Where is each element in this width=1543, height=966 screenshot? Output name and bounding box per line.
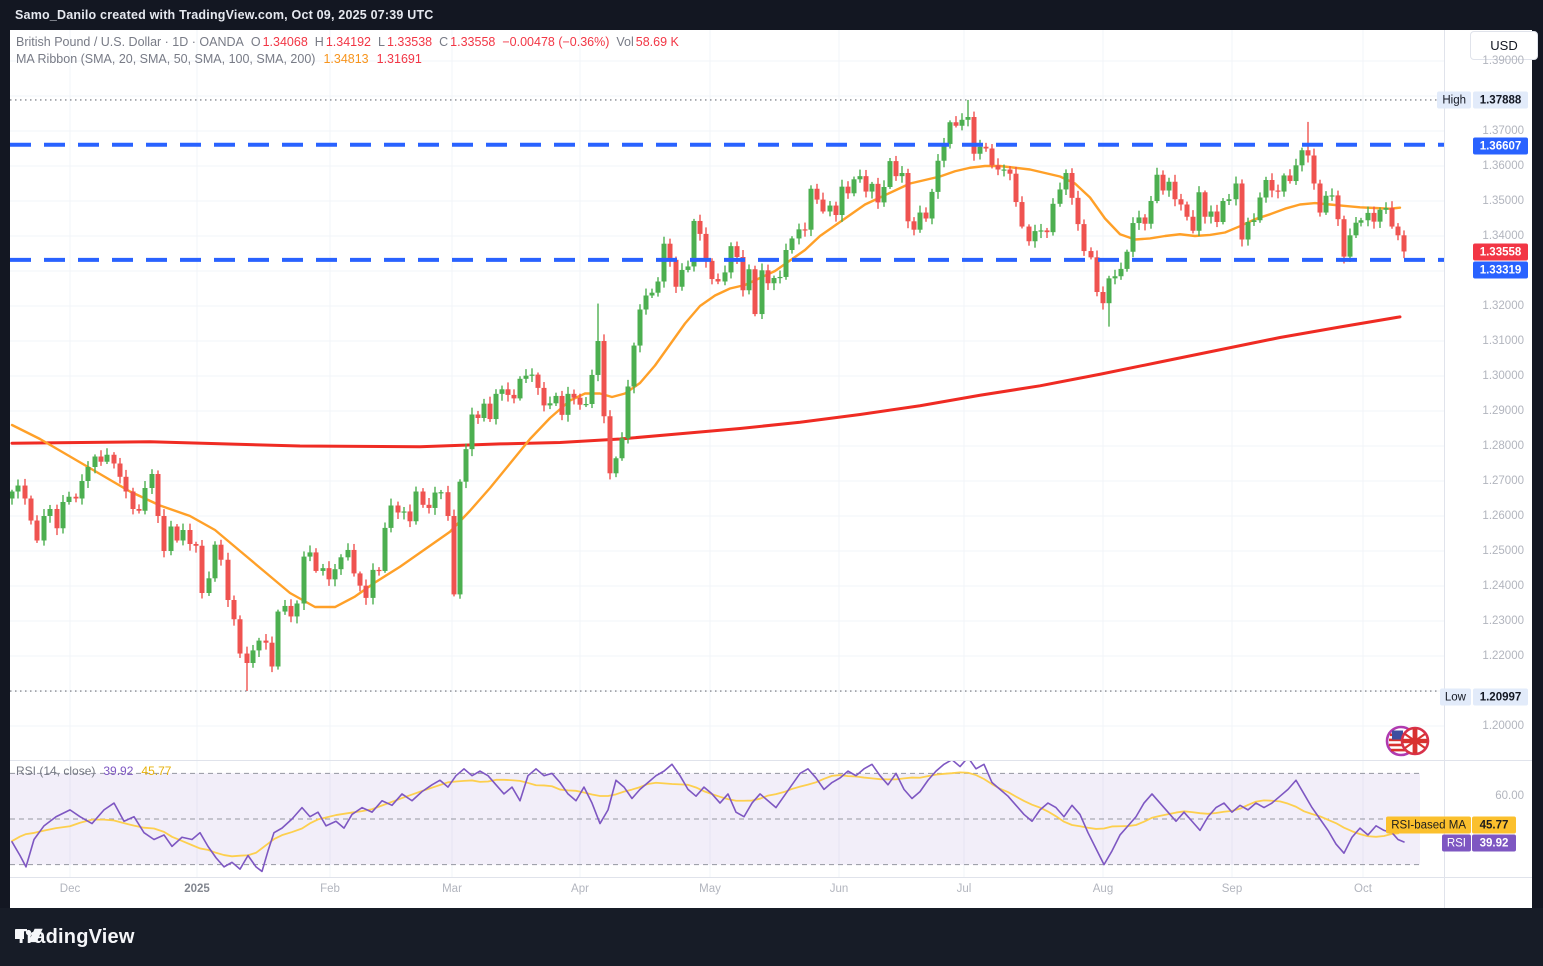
- time-axis-label-2025[interactable]: 2025: [184, 883, 210, 895]
- price-tick-label: 1.28000: [1482, 440, 1524, 452]
- attribution-bar: Samo_Danilo created with TradingView.com…: [0, 0, 1543, 30]
- price-tick-label: 1.35000: [1482, 195, 1524, 207]
- price-tick-label: 1.29000: [1482, 405, 1524, 417]
- chart-panel: [10, 30, 1532, 908]
- price-scale-border[interactable]: [1444, 30, 1445, 908]
- time-axis-label-apr[interactable]: Apr: [571, 883, 589, 895]
- rsi-tick-label: 60.00: [1495, 790, 1524, 802]
- volume: Vol 58.69 K: [616, 35, 679, 49]
- footer-bar: TradingView: [0, 908, 1543, 966]
- rsi-badge-value: 45.77: [1472, 816, 1516, 834]
- price-tick-label: 1.39000: [1482, 55, 1524, 67]
- price-tick-label: 1.32000: [1482, 300, 1524, 312]
- symbol-title[interactable]: British Pound / U.S. Dollar · 1D · OANDA: [16, 35, 244, 49]
- currency-toggle-button[interactable]: USD: [1470, 31, 1538, 60]
- rsi-title[interactable]: RSI (14, close): [16, 764, 96, 778]
- symbol-legend[interactable]: British Pound / U.S. Dollar · 1D · OANDA…: [16, 33, 679, 51]
- price-tick-label: 1.37000: [1482, 125, 1524, 137]
- time-axis-label-mar[interactable]: Mar: [442, 883, 462, 895]
- price-line-badge: 1.33319: [1473, 261, 1528, 279]
- rsi-badge-label: RSI-based MA: [1386, 816, 1471, 834]
- price-tick-label: 1.25000: [1482, 545, 1524, 557]
- price-line-badge: 1.36607: [1473, 137, 1528, 155]
- time-axis-label-aug[interactable]: Aug: [1092, 883, 1114, 895]
- rsi-ma-value: 45.77: [141, 764, 172, 778]
- price-tick-label: 1.22000: [1482, 650, 1524, 662]
- price-chart-canvas[interactable]: [10, 30, 1444, 761]
- ma-ribbon-legend[interactable]: MA Ribbon (SMA, 20, SMA, 50, SMA, 100, S…: [16, 51, 422, 67]
- rsi-chart-canvas[interactable]: [10, 761, 1444, 877]
- change-value: −0.00478 (−0.36%): [502, 35, 610, 49]
- tradingview-logo[interactable]: TradingView: [15, 926, 135, 949]
- time-axis-label-feb[interactable]: Feb: [320, 883, 340, 895]
- tradingview-mark-icon: [15, 928, 43, 943]
- price-line-badge: 1.33558: [1473, 243, 1528, 261]
- attribution-text: Samo_Danilo created with TradingView.com…: [15, 8, 434, 22]
- rsi-legend[interactable]: RSI (14, close) 39.92 45.77: [16, 764, 171, 778]
- ohlc-low: L 1.33538: [378, 35, 433, 49]
- price-marker-value: 1.20997: [1473, 688, 1528, 706]
- time-axis-label-may[interactable]: May: [699, 883, 721, 895]
- rsi-badge-label: RSI: [1441, 834, 1471, 852]
- time-axis-label-sep[interactable]: Sep: [1221, 883, 1243, 895]
- ma-slow-value: 1.31691: [376, 52, 422, 66]
- ohlc-open: O 1.34068: [250, 35, 308, 49]
- axis-separator: [10, 877, 1532, 878]
- price-tick-label: 1.24000: [1482, 580, 1524, 592]
- time-axis-label-jun[interactable]: Jun: [829, 883, 849, 895]
- rsi-badge-value: 39.92: [1472, 834, 1516, 852]
- price-tick-label: 1.36000: [1482, 160, 1524, 172]
- price-tick-label: 1.20000: [1482, 720, 1524, 732]
- price-marker-label: High: [1437, 91, 1471, 109]
- price-marker-value: 1.37888: [1473, 91, 1528, 109]
- time-axis-label-dec[interactable]: Dec: [59, 883, 81, 895]
- ohlc-high: H 1.34192: [314, 35, 371, 49]
- brand-name: TradingView: [15, 925, 135, 948]
- pane-separator[interactable]: [10, 760, 1532, 761]
- price-tick-label: 1.31000: [1482, 335, 1524, 347]
- time-axis-label-jul[interactable]: Jul: [956, 883, 972, 895]
- gbp-usd-flags-icon: [1385, 725, 1430, 757]
- currency-label: USD: [1490, 38, 1518, 53]
- rsi-value: 39.92: [103, 764, 134, 778]
- ohlc-close: C 1.33558: [439, 35, 496, 49]
- price-tick-label: 1.23000: [1482, 615, 1524, 627]
- price-tick-label: 1.30000: [1482, 370, 1524, 382]
- uk-flag-icon: [1400, 726, 1430, 756]
- ma-fast-value: 1.34813: [323, 52, 369, 66]
- ma-ribbon-title[interactable]: MA Ribbon (SMA, 20, SMA, 50, SMA, 100, S…: [16, 52, 316, 66]
- price-tick-label: 1.34000: [1482, 230, 1524, 242]
- price-tick-label: 1.27000: [1482, 475, 1524, 487]
- price-marker-label: Low: [1439, 688, 1471, 706]
- price-tick-label: 1.26000: [1482, 510, 1524, 522]
- time-axis-label-oct[interactable]: Oct: [1354, 883, 1372, 895]
